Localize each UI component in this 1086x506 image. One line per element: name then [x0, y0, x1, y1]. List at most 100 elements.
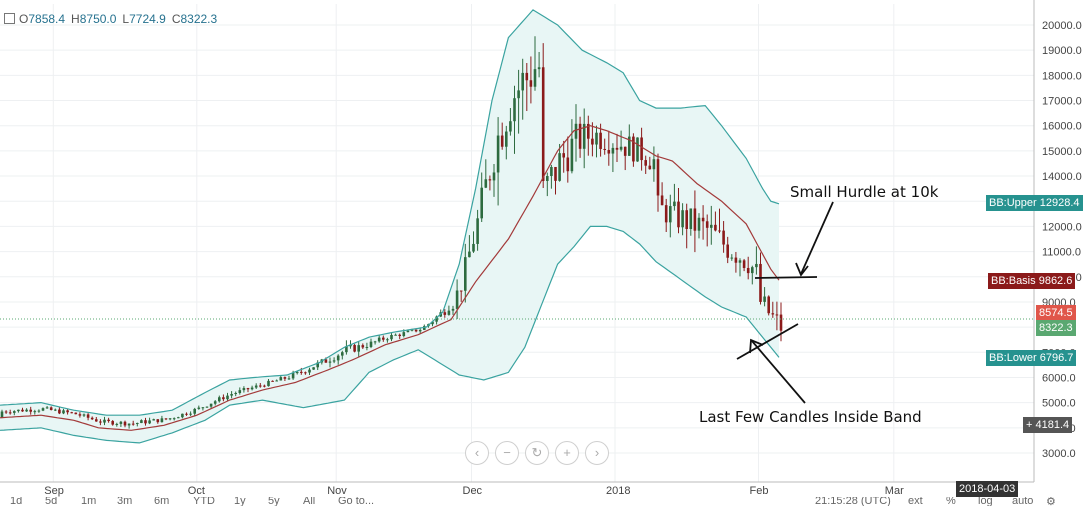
candles-line: [736, 323, 799, 360]
low-label: L: [122, 12, 130, 26]
candle-body: [357, 345, 360, 352]
candle-body: [115, 423, 119, 425]
candle-body: [127, 423, 131, 426]
candle-body: [480, 187, 483, 219]
legend-toggle-icon[interactable]: [4, 13, 15, 24]
candle-body: [701, 217, 705, 222]
candle-body: [17, 409, 20, 412]
candle-body: [160, 418, 164, 423]
candle-body: [533, 69, 537, 87]
y-tick-label: 5000.0: [1042, 398, 1076, 410]
candle-body: [86, 414, 90, 418]
candle-body: [779, 314, 783, 331]
scroll-right-button[interactable]: ›: [585, 441, 609, 465]
candle-body: [529, 80, 533, 87]
candle-body: [410, 329, 414, 331]
candle-body: [8, 412, 12, 414]
candle-body: [648, 165, 652, 170]
candle-body: [751, 267, 754, 274]
y-tick-label: 19000.0: [1042, 45, 1082, 57]
candle-body: [722, 230, 725, 245]
candle-body: [148, 420, 151, 424]
candle-body: [566, 157, 570, 172]
candle-body: [476, 218, 479, 244]
range-5d[interactable]: 5d: [45, 497, 58, 506]
candle-body: [660, 195, 664, 206]
candle-body: [628, 136, 631, 156]
range-3m[interactable]: 3m: [117, 497, 133, 506]
candle-body: [78, 414, 82, 416]
candle-body: [505, 131, 508, 147]
candle-body: [423, 326, 426, 330]
y-tick-label: 14000.0: [1042, 171, 1082, 183]
candle-body: [304, 372, 307, 374]
goto-button[interactable]: Go to...: [338, 497, 375, 506]
candle-body: [611, 147, 615, 154]
x-tick-label: 2018: [606, 485, 630, 497]
candles: [0, 36, 783, 429]
candle-body: [742, 260, 746, 268]
candle-body: [172, 418, 176, 420]
candle-body: [37, 410, 41, 412]
range-6m[interactable]: 6m: [154, 497, 170, 506]
candle-body: [587, 123, 590, 139]
candle-body: [607, 149, 611, 154]
candle-body: [472, 243, 475, 252]
zoom-out-button[interactable]: −: [495, 441, 519, 465]
candle-body: [254, 385, 258, 388]
clock-label: 21:15:28 (UTC): [815, 497, 891, 506]
candle-body: [636, 137, 639, 162]
log-toggle[interactable]: log: [978, 497, 993, 506]
scroll-left-button[interactable]: ‹: [465, 441, 489, 465]
range-all[interactable]: All: [303, 497, 316, 506]
bb-upper-tag: BB:Upper 12928.4: [986, 195, 1083, 211]
range-5y[interactable]: 5y: [268, 497, 280, 506]
x-tick-label: Oct: [188, 485, 205, 497]
candle-body: [550, 166, 553, 177]
candle-body: [246, 388, 250, 390]
candle-body: [373, 341, 377, 343]
range-1m[interactable]: 1m: [81, 497, 97, 506]
candle-body: [275, 380, 278, 382]
candle-body: [41, 408, 45, 411]
candle-body: [201, 407, 205, 409]
reset-button[interactable]: ↻: [525, 441, 549, 465]
percent-toggle[interactable]: %: [946, 497, 956, 506]
candle-body: [525, 72, 529, 81]
settings-gear-icon[interactable]: ⚙: [1046, 497, 1056, 506]
bb-basis-line: [0, 125, 780, 431]
candle-body: [775, 314, 779, 316]
candle-body: [291, 373, 295, 379]
candle-body: [595, 132, 598, 145]
candle-body: [664, 205, 668, 223]
candle-body: [242, 388, 246, 391]
auto-toggle[interactable]: auto: [1012, 497, 1034, 506]
candle-body: [562, 153, 565, 158]
candle-body: [156, 419, 160, 423]
candle-body: [332, 360, 336, 362]
candle-body: [74, 412, 78, 415]
ext-toggle[interactable]: ext: [908, 497, 923, 506]
range-ytd[interactable]: YTD: [193, 497, 215, 506]
y-tick-label: 6000.0: [1042, 372, 1076, 384]
range-1y[interactable]: 1y: [234, 497, 246, 506]
candle-body: [13, 411, 16, 413]
ohlc-legend: O7858.4 H8750.0 L7724.9 C8322.3: [4, 12, 223, 26]
candle-body: [189, 413, 192, 415]
candle-body: [431, 321, 434, 325]
candle-body: [455, 290, 459, 309]
candle-body: [603, 148, 606, 150]
zoom-in-button[interactable]: +: [555, 441, 579, 465]
range-1d[interactable]: 1d: [10, 497, 23, 506]
high-label: H: [71, 12, 80, 26]
candle-body: [521, 72, 524, 91]
candle-body: [632, 136, 635, 162]
candle-body: [652, 159, 656, 170]
x-tick-label: Dec: [463, 485, 483, 497]
candle-body: [615, 147, 619, 150]
candle-body: [685, 210, 688, 229]
candle-body: [66, 410, 69, 413]
candle-body: [54, 409, 57, 411]
